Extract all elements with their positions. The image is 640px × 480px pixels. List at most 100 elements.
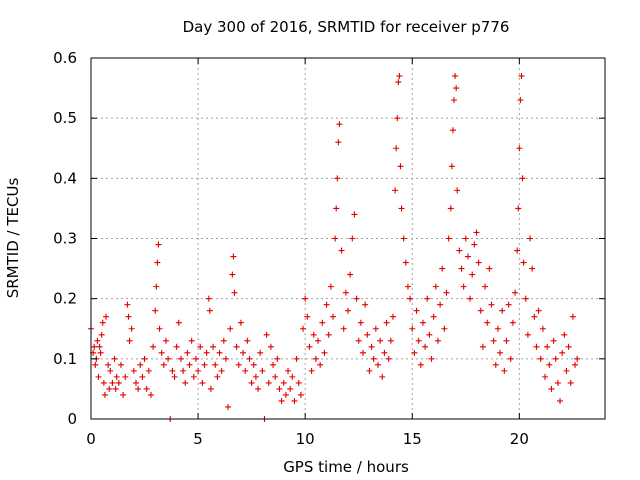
data-point <box>507 355 514 362</box>
data-point <box>477 307 484 314</box>
data-point <box>99 319 106 326</box>
data-point <box>392 187 399 194</box>
data-point <box>501 367 508 374</box>
data-point <box>162 337 169 344</box>
data-point <box>520 259 527 266</box>
data-point <box>458 265 465 272</box>
data-point <box>306 343 313 350</box>
data-point <box>364 331 371 338</box>
data-points <box>88 73 581 422</box>
data-point <box>539 325 546 332</box>
data-point <box>282 391 289 398</box>
data-point <box>338 247 345 254</box>
data-point <box>171 373 178 380</box>
data-point <box>100 379 107 386</box>
y-tick-label: 0.1 <box>53 350 77 368</box>
data-point <box>150 343 157 350</box>
x-tick-label: 0 <box>86 430 96 448</box>
data-point <box>117 361 124 368</box>
data-point <box>317 361 324 368</box>
x-tick-label: 5 <box>193 430 203 448</box>
data-point <box>102 313 109 320</box>
data-point <box>336 121 343 128</box>
data-point <box>334 175 341 182</box>
data-point <box>130 367 137 374</box>
data-point <box>153 283 160 290</box>
data-point <box>122 373 129 380</box>
y-tick-label: 0.6 <box>53 49 77 67</box>
data-point <box>370 355 377 362</box>
grid-lines <box>91 58 605 419</box>
data-point <box>323 301 330 308</box>
data-point <box>385 355 392 362</box>
data-point <box>115 379 122 386</box>
data-point <box>192 355 199 362</box>
data-point <box>515 205 522 212</box>
data-point <box>175 319 182 326</box>
chart-title: Day 300 of 2016, SRMTID for receiver p77… <box>183 18 510 36</box>
data-point <box>246 355 253 362</box>
data-point <box>165 355 172 362</box>
data-point <box>424 295 431 302</box>
data-point <box>218 367 225 374</box>
data-point <box>152 307 159 314</box>
data-point <box>325 331 332 338</box>
data-point <box>197 343 204 350</box>
data-point <box>315 337 322 344</box>
data-point <box>259 367 266 374</box>
data-point <box>535 307 542 314</box>
x-axis-title: GPS time / hours <box>283 458 409 476</box>
data-point <box>448 163 455 170</box>
data-point <box>557 397 564 404</box>
data-point <box>529 265 536 272</box>
data-point <box>188 337 195 344</box>
data-point <box>368 343 375 350</box>
data-point <box>394 115 401 122</box>
data-point <box>255 385 262 392</box>
data-point <box>524 331 531 338</box>
data-point <box>225 403 232 410</box>
data-point <box>484 319 491 326</box>
data-point <box>430 313 437 320</box>
data-point <box>126 337 133 344</box>
data-point <box>112 385 119 392</box>
data-point <box>443 289 450 296</box>
data-point <box>381 349 388 356</box>
data-point <box>304 313 311 320</box>
x-tick-labels: 0 5 10 15 20 <box>86 430 529 448</box>
data-point <box>227 325 234 332</box>
data-point <box>156 325 163 332</box>
data-point <box>531 313 538 320</box>
data-point <box>229 271 236 278</box>
data-point <box>143 385 150 392</box>
data-point <box>212 361 219 368</box>
data-point <box>182 379 189 386</box>
data-point <box>263 331 270 338</box>
data-point <box>113 373 120 380</box>
data-point <box>377 337 384 344</box>
data-point <box>155 241 162 248</box>
data-point <box>522 295 529 302</box>
data-point <box>518 73 525 80</box>
data-point <box>297 391 304 398</box>
data-point <box>527 235 534 242</box>
data-point <box>242 367 249 374</box>
data-point <box>257 349 264 356</box>
data-point <box>177 355 184 362</box>
x-tick-label: 20 <box>510 430 529 448</box>
data-point <box>462 235 469 242</box>
data-point <box>559 349 566 356</box>
data-point <box>486 265 493 272</box>
data-point <box>252 373 259 380</box>
data-point <box>492 361 499 368</box>
data-point <box>542 373 549 380</box>
data-point <box>407 295 414 302</box>
data-point <box>426 331 433 338</box>
y-tick-label: 0.5 <box>53 109 77 127</box>
data-point <box>499 307 506 314</box>
data-point <box>353 295 360 302</box>
data-point <box>169 367 176 374</box>
data-point <box>222 355 229 362</box>
data-point <box>422 343 429 350</box>
